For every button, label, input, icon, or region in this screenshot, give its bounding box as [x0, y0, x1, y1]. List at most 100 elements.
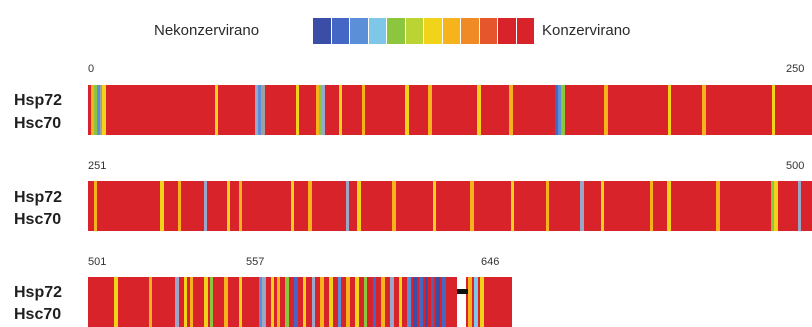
variable-residue-stripe	[480, 277, 484, 327]
variable-residue-stripe	[357, 181, 361, 231]
legend-color-swatch	[516, 18, 534, 44]
legend-color-swatch	[368, 18, 386, 44]
legend-color-swatch	[424, 18, 442, 44]
variable-residue-stripe	[311, 277, 316, 327]
variable-residue-stripe	[381, 277, 385, 327]
variable-residue-stripe	[459, 277, 464, 327]
variable-residue-stripe	[390, 277, 394, 327]
variable-residue-stripe	[649, 181, 654, 231]
legend-color-swatch	[442, 18, 460, 44]
variable-residue-stripe	[428, 85, 432, 135]
variable-residue-stripe	[405, 85, 409, 135]
conservation-color-scale	[313, 18, 535, 44]
row2-end-position: 500	[786, 160, 805, 172]
variable-residue-stripe	[580, 181, 584, 231]
variable-residue-stripe	[797, 181, 801, 231]
variable-residue-stripe	[477, 85, 481, 135]
variable-residue-stripe	[407, 277, 411, 327]
row2-conservation-track	[88, 181, 812, 231]
variable-residue-stripe	[436, 277, 440, 327]
variable-residue-stripe	[338, 85, 343, 135]
variable-residue-stripe	[204, 277, 208, 327]
legend-color-swatch	[479, 18, 497, 44]
variable-residue-stripe	[419, 277, 423, 327]
variable-residue-stripe	[667, 181, 671, 231]
variable-residue-stripe	[667, 85, 672, 135]
variable-residue-stripe	[362, 85, 366, 135]
variable-residue-stripe	[93, 85, 98, 135]
variable-residue-stripe	[456, 277, 461, 327]
variable-residue-stripe	[114, 277, 118, 327]
variable-residue-stripe	[99, 85, 103, 135]
variable-residue-stripe	[255, 85, 259, 135]
variable-residue-stripe	[462, 277, 467, 327]
legend-low-label: Nekonzervirano	[154, 22, 260, 39]
variable-residue-stripe	[209, 277, 214, 327]
row2-protein-hsp72-label: Hsp72	[14, 189, 63, 206]
variable-residue-stripe	[774, 181, 778, 231]
variable-residue-stripe	[600, 181, 605, 231]
variable-residue-stripe	[175, 277, 179, 327]
variable-residue-stripe	[771, 181, 775, 231]
variable-residue-stripe	[509, 85, 513, 135]
variable-residue-stripe	[372, 277, 377, 327]
variable-residue-stripe	[270, 277, 275, 327]
variable-residue-stripe	[203, 181, 208, 231]
row1-protein-hsc70-label: Hsc70	[14, 115, 62, 132]
variable-residue-stripe	[424, 277, 429, 327]
variable-residue-stripe	[337, 277, 342, 327]
row1-start-position: 0	[88, 63, 95, 75]
variable-residue-stripe	[716, 181, 720, 231]
legend-color-swatch	[387, 18, 405, 44]
variable-residue-stripe	[259, 277, 263, 327]
variable-residue-stripe	[392, 181, 396, 231]
variable-residue-stripe	[224, 277, 228, 327]
variable-residue-stripe	[315, 85, 320, 135]
row3-conservation-track	[88, 277, 512, 327]
row1-protein-hsp72-label: Hsp72	[14, 92, 63, 109]
variable-residue-stripe	[214, 85, 219, 135]
variable-residue-stripe	[318, 85, 323, 135]
variable-residue-stripe	[294, 277, 298, 327]
row3-protein-hsc70-label: Hsc70	[14, 306, 62, 323]
variable-residue-stripe	[432, 181, 437, 231]
variable-residue-stripe	[363, 277, 368, 327]
variable-residue-stripe	[430, 277, 435, 327]
variable-residue-stripe	[295, 85, 300, 135]
variable-residue-stripe	[90, 85, 95, 135]
variable-residue-stripe	[285, 277, 289, 327]
variable-residue-stripe	[290, 181, 295, 231]
legend-color-swatch	[405, 18, 423, 44]
variable-residue-stripe	[302, 277, 307, 327]
variable-residue-stripe	[558, 85, 562, 135]
variable-residue-stripe	[329, 277, 333, 327]
variable-residue-stripe	[262, 277, 266, 327]
variable-residue-stripe	[470, 181, 474, 231]
variable-residue-stripe	[96, 85, 101, 135]
variable-residue-stripe	[468, 277, 472, 327]
variable-residue-stripe	[555, 85, 559, 135]
row2-protein-hsc70-label: Hsc70	[14, 211, 62, 228]
variable-residue-stripe	[238, 181, 243, 231]
row3-start-position: 501	[88, 256, 107, 268]
variable-residue-stripe	[321, 85, 326, 135]
variable-residue-stripe	[93, 181, 98, 231]
variable-residue-stripe	[189, 277, 194, 327]
gap-marker	[456, 289, 469, 294]
variable-residue-stripe	[604, 85, 608, 135]
variable-residue-stripe	[346, 277, 350, 327]
legend-color-swatch	[498, 18, 516, 44]
variable-residue-stripe	[413, 277, 417, 327]
variable-residue-stripe	[702, 85, 706, 135]
legend-color-swatch	[350, 18, 368, 44]
legend-color-swatch	[313, 18, 331, 44]
variable-residue-stripe	[320, 277, 324, 327]
variable-residue-stripe	[355, 277, 359, 327]
row3-end-position: 646	[481, 256, 500, 268]
variable-residue-stripe	[545, 181, 550, 231]
variable-residue-stripe	[308, 181, 312, 231]
variable-residue-stripe	[442, 277, 446, 327]
variable-residue-stripe	[258, 85, 262, 135]
legend-color-swatch	[461, 18, 479, 44]
variable-residue-stripe	[183, 277, 188, 327]
